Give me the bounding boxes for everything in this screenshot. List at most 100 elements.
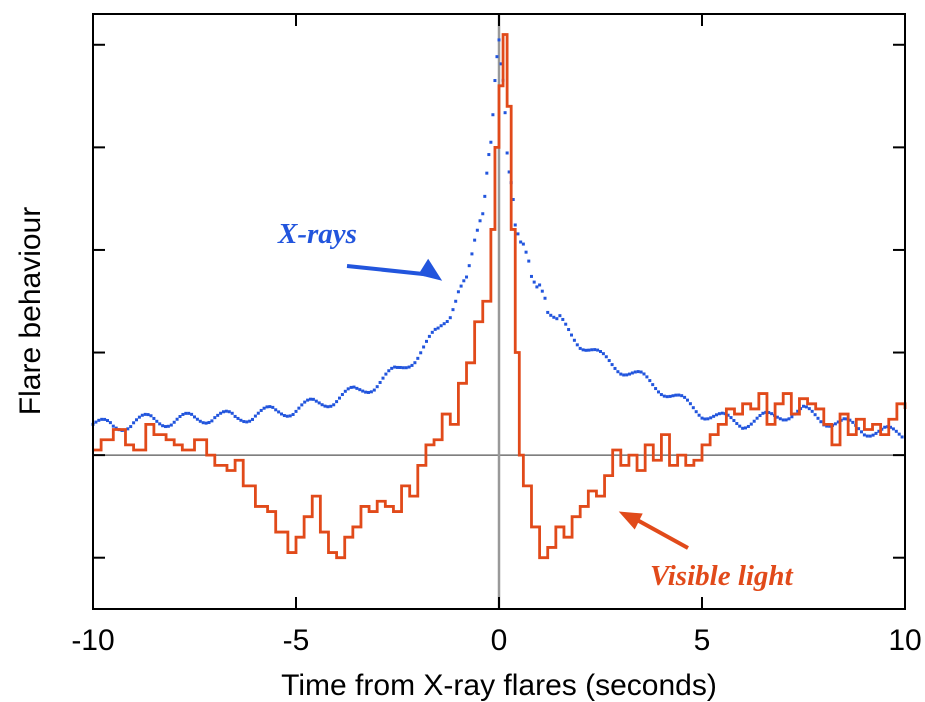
xray-point: [465, 275, 469, 279]
visible-light-label: Visible light: [650, 560, 794, 592]
xray-point: [686, 398, 689, 402]
xray-point: [651, 383, 655, 387]
xray-point: [712, 414, 716, 418]
xray-point: [697, 413, 701, 417]
xray-point: [94, 420, 98, 424]
xray-point: [100, 417, 104, 421]
xray-point: [521, 242, 525, 246]
xray-point: [259, 408, 263, 412]
xray-point: [340, 393, 344, 397]
xray-point: [749, 422, 753, 426]
xray-point: [619, 372, 623, 376]
xray-point: [213, 416, 217, 420]
xray-point: [519, 240, 523, 244]
xray-point: [462, 279, 466, 283]
xray-point: [343, 389, 347, 393]
x-rays-arrow-shaft: [346, 264, 431, 277]
xray-point: [297, 406, 301, 410]
xray-point: [599, 350, 602, 354]
x-tick-label: -10: [71, 624, 114, 657]
xray-point: [198, 419, 202, 423]
xray-point: [578, 346, 582, 350]
xray-point: [294, 409, 298, 413]
xray-point: [495, 55, 499, 59]
xray-point: [715, 413, 718, 417]
xray-point: [857, 427, 861, 431]
xray-point: [513, 223, 517, 227]
xray-point: [161, 424, 165, 428]
xray-point: [671, 394, 675, 398]
xray-point: [135, 418, 138, 422]
xray-point: [425, 339, 428, 343]
xray-point: [770, 412, 774, 416]
xray-point: [807, 407, 811, 411]
series-layer: [91, 33, 907, 560]
xray-point: [540, 289, 544, 293]
xray-point: [877, 429, 881, 433]
xray-point: [239, 418, 243, 422]
xray-point: [475, 228, 479, 232]
xray-point: [288, 414, 292, 418]
xray-point: [659, 393, 663, 397]
xray-point: [639, 370, 643, 374]
xray-point: [126, 427, 130, 431]
xray-point: [381, 376, 385, 380]
xray-point: [489, 140, 493, 144]
xray-point: [361, 389, 365, 393]
xray-point: [277, 410, 281, 414]
xray-point: [367, 390, 370, 394]
xray-point: [439, 324, 443, 328]
xray-point: [245, 420, 249, 424]
xray-point: [396, 365, 399, 369]
x-tick-label: -5: [283, 624, 310, 657]
xray-point: [493, 79, 497, 83]
xray-point: [741, 426, 745, 430]
xray-point: [674, 393, 678, 397]
xray-point: [335, 400, 339, 404]
series-1: [93, 33, 907, 560]
xray-point: [601, 352, 605, 356]
xray-point: [175, 417, 179, 421]
xray-point: [558, 314, 562, 318]
xray-point: [732, 419, 736, 423]
xray-point: [561, 317, 565, 321]
xray-point: [645, 375, 649, 379]
xray-point: [575, 343, 579, 347]
xray-point: [152, 416, 156, 420]
xray-point: [427, 334, 431, 338]
xray-point: [529, 274, 533, 278]
xray-point: [636, 370, 640, 374]
xray-point: [187, 411, 191, 415]
xray-point: [790, 415, 794, 419]
xray-point: [883, 425, 887, 429]
xray-point: [720, 411, 724, 415]
xray-point: [804, 405, 808, 409]
xray-point: [567, 328, 571, 332]
xray-point: [825, 424, 829, 428]
xray-point: [193, 415, 196, 419]
xray-point: [155, 419, 159, 423]
xray-point: [137, 415, 141, 419]
xray-point: [796, 409, 800, 413]
xray-point: [227, 410, 231, 414]
xray-point: [346, 387, 350, 391]
xray-point: [524, 250, 528, 254]
xray-point: [358, 388, 362, 392]
xray-point: [166, 424, 170, 428]
xray-point: [236, 416, 240, 420]
xray-point: [459, 284, 463, 288]
xray-point: [169, 423, 173, 427]
xray-point: [851, 420, 855, 424]
xray-point: [401, 366, 405, 370]
xray-point: [755, 416, 759, 420]
xray-point: [587, 348, 591, 352]
xray-point: [178, 415, 182, 419]
xray-point: [470, 252, 474, 256]
xray-point: [546, 310, 550, 314]
xray-point: [535, 285, 539, 289]
xray-point: [709, 416, 713, 420]
xray-point: [816, 416, 820, 420]
x-tick-label: 0: [491, 624, 508, 657]
xray-point: [454, 299, 458, 303]
